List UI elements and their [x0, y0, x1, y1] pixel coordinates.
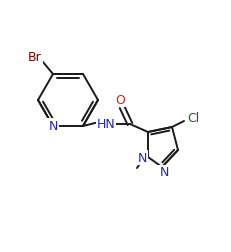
Text: N: N — [137, 151, 146, 164]
Text: O: O — [115, 93, 125, 106]
Text: N: N — [48, 120, 58, 133]
Text: Cl: Cl — [186, 111, 198, 124]
Text: N: N — [159, 166, 168, 179]
Text: HN: HN — [96, 118, 115, 131]
Text: Br: Br — [28, 50, 42, 63]
